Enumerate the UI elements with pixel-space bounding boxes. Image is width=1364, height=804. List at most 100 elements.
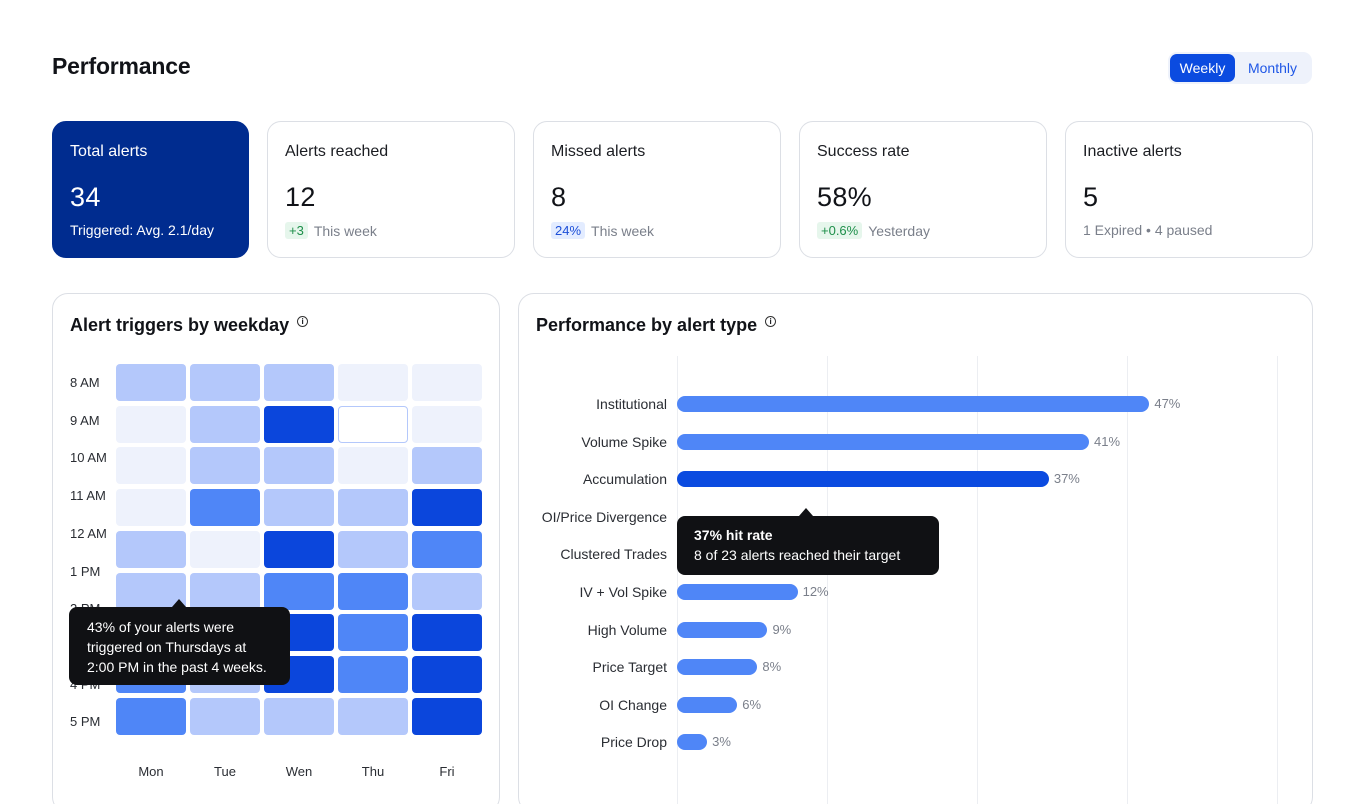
heatmap-cell[interactable] [412, 655, 482, 693]
heatmap-cell[interactable] [116, 447, 186, 485]
page-title: Performance [52, 53, 191, 79]
gridline [977, 356, 978, 804]
hour-label: 10 AM [70, 450, 107, 466]
stat-card-missed-alerts[interactable]: Missed alerts 8 24% This week [533, 121, 781, 258]
heatmap-cell[interactable] [116, 489, 186, 527]
bar-label: OI Change [599, 696, 667, 713]
heatmap-cell[interactable] [412, 447, 482, 485]
stat-sub: +3 This week [285, 222, 377, 239]
heatmap-cell[interactable] [412, 364, 482, 401]
day-label: Fri [439, 764, 455, 779]
change-badge: +3 [285, 222, 308, 239]
bar-chart-title: Performance by alert type i [536, 315, 777, 336]
stat-card-alerts-reached[interactable]: Alerts reached 12 +3 This week [267, 121, 515, 258]
stat-card-success-rate[interactable]: Success rate 58% +0.6% Yesterday [799, 121, 1047, 258]
heatmap-cell[interactable] [190, 447, 260, 485]
bar[interactable] [677, 433, 1090, 450]
heatmap-cell[interactable] [116, 405, 186, 443]
heatmap-cell[interactable] [190, 530, 260, 568]
bar-label: Institutional [596, 396, 667, 412]
heatmap-cell[interactable] [412, 572, 482, 610]
info-icon[interactable]: i [765, 316, 777, 327]
hour-label: 8 AM [70, 375, 100, 390]
heatmap-cell[interactable] [264, 489, 334, 527]
heatmap-panel: Alert triggers by weekday i 8 AM 9 AM 10 A… [52, 293, 500, 804]
hour-label: 5 PM [70, 714, 101, 730]
heatmap-cell[interactable] [264, 530, 334, 568]
heatmap-cell[interactable] [338, 572, 408, 610]
stat-sub-text: This week [313, 222, 377, 239]
heatmap-cell[interactable] [116, 697, 186, 735]
bar-label: Accumulation [582, 471, 667, 488]
heatmap-cell[interactable] [338, 655, 408, 693]
gridline [827, 356, 828, 804]
stat-value: 34 [70, 182, 101, 212]
heatmap-cell[interactable] [412, 530, 482, 568]
bar[interactable] [677, 471, 1049, 488]
stat-label: Success rate [817, 143, 910, 160]
info-icon[interactable]: i [297, 316, 309, 327]
bar-label: OI/Price Divergence [541, 508, 667, 525]
bar-label: Price Target [592, 659, 667, 676]
stat-card-total-alerts[interactable]: Total alerts 34 Triggered: Avg. 2.1/day [52, 121, 249, 258]
stat-sub: +0.6% Yesterday [817, 222, 930, 239]
bar-value: 6% [742, 696, 762, 712]
gridline [677, 356, 678, 804]
bar[interactable] [677, 659, 758, 676]
heatmap-cell[interactable] [116, 530, 186, 568]
heatmap-cell[interactable] [338, 614, 408, 652]
heatmap-cell[interactable] [338, 405, 408, 443]
heatmap-cell[interactable] [264, 697, 334, 735]
tooltip-title: 37% hit rate [694, 527, 773, 543]
hour-label: 1 PM [70, 563, 101, 579]
tooltip-arrow [799, 508, 813, 516]
heatmap-cell[interactable] [338, 489, 408, 527]
heatmap-cell[interactable] [190, 572, 260, 610]
stat-sub: 1 Expired • 4 paused [1083, 222, 1213, 238]
heatmap-cell[interactable] [264, 405, 334, 443]
heatmap-cell[interactable] [412, 697, 482, 735]
heatmap-cell[interactable] [338, 697, 408, 735]
stat-value: 58% [817, 182, 872, 212]
bar-value: 47% [1154, 396, 1181, 411]
bar-value: 3% [712, 734, 731, 750]
heatmap-cell[interactable] [190, 364, 260, 401]
heatmap-cell[interactable] [264, 447, 334, 485]
bar[interactable] [677, 696, 738, 713]
tooltip-arrow [172, 599, 186, 607]
heatmap-cell[interactable] [338, 447, 408, 485]
heatmap-cell[interactable] [190, 697, 260, 735]
stat-card-inactive-alerts[interactable]: Inactive alerts 5 1 Expired • 4 paused [1065, 121, 1313, 258]
hour-label: 12 AM [70, 525, 107, 541]
hour-label: 11 AM [70, 488, 106, 504]
monthly-toggle-button[interactable]: Monthly [1247, 60, 1298, 76]
bar[interactable] [677, 734, 708, 751]
tooltip-body: 8 of 23 alerts reached their target [694, 547, 901, 563]
change-badge: +0.6% [817, 222, 863, 239]
stat-value: 8 [551, 182, 567, 212]
day-label: Thu [361, 764, 385, 779]
heatmap-cell[interactable] [338, 530, 408, 568]
heatmap-cell[interactable] [412, 489, 482, 527]
heatmap-cell[interactable] [412, 614, 482, 652]
heatmap-cell[interactable] [116, 364, 186, 401]
stat-value: 5 [1083, 182, 1099, 212]
heatmap-cell[interactable] [338, 364, 408, 401]
bar-value: 9% [772, 621, 792, 637]
alert-type-panel: Performance by alert type i Institutiona… [518, 293, 1313, 804]
period-toggle: Weekly Monthly [1168, 52, 1312, 84]
bar-tooltip: 37% hit rate 8 of 23 alerts reached thei… [677, 508, 939, 575]
bar-value: 12% [802, 584, 829, 599]
bar[interactable] [677, 396, 1150, 412]
bar-label: Price Drop [600, 734, 667, 751]
stat-value: 12 [285, 182, 316, 212]
bar[interactable] [677, 621, 768, 638]
bar[interactable] [677, 584, 798, 600]
heatmap-cell[interactable] [190, 489, 260, 527]
day-label: Tue [214, 764, 236, 779]
heatmap-cell[interactable] [264, 572, 334, 610]
heatmap-cell[interactable] [412, 405, 482, 443]
heatmap-cell[interactable] [264, 364, 334, 401]
heatmap-cell[interactable] [190, 405, 260, 443]
weekly-toggle-button[interactable]: Weekly [1170, 54, 1235, 82]
